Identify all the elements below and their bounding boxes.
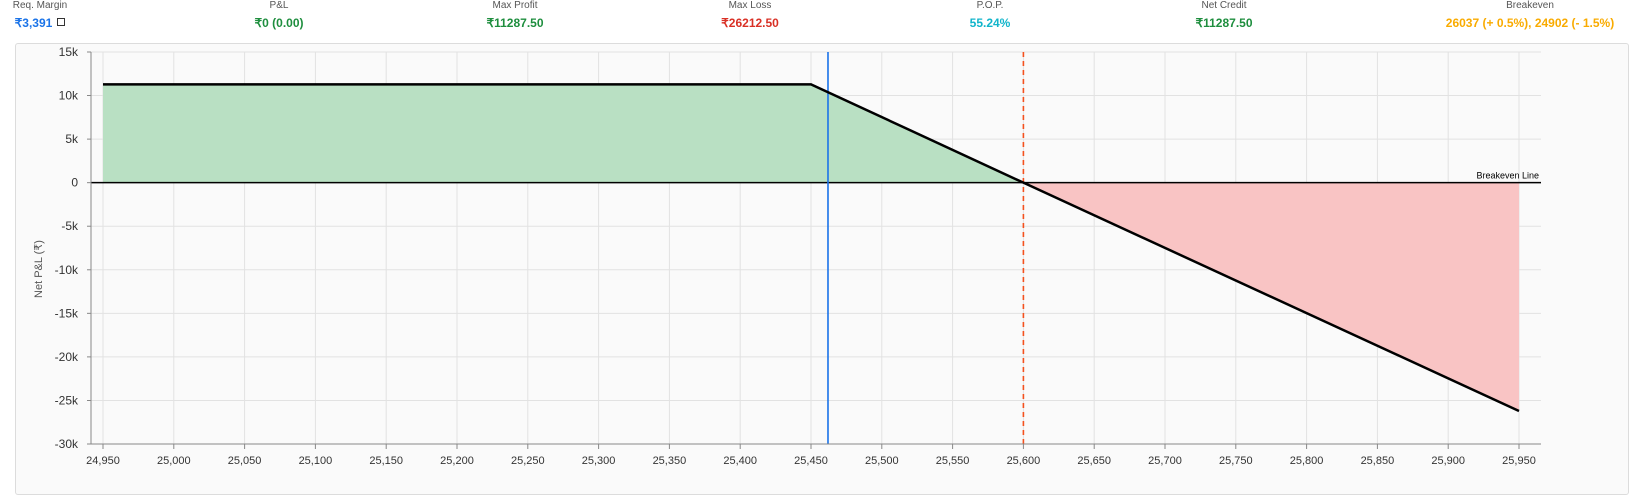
x-tick-label: 25,750 [1219, 455, 1253, 467]
x-tick-label: 25,700 [1148, 455, 1182, 467]
x-tick-label: 25,250 [511, 455, 545, 467]
stat-value: ₹11287.50 [1195, 16, 1253, 30]
y-tick-label: -25k [55, 393, 79, 407]
x-tick-label: 25,050 [228, 455, 262, 467]
payoff-chart[interactable]: Breakeven Line 15k 10k 5k 0 -5k -10k -15k -20k -… [16, 44, 1628, 494]
stat-pop: P.O.P. 55.24% [880, 0, 1100, 31]
stat-label: Req. Margin [12, 0, 68, 11]
zero-line-layer: Breakeven Line [91, 171, 1541, 184]
y-tick-label: -20k [55, 350, 79, 364]
x-tick-label: 25,400 [723, 455, 757, 467]
x-tick-label: 25,650 [1077, 455, 1111, 467]
y-tick-label: -5k [61, 219, 79, 233]
x-tick-label: 25,300 [582, 455, 616, 467]
stat-label: Max Profit [492, 0, 538, 11]
x-tick-label: 25,900 [1431, 455, 1465, 467]
req-margin-value: ₹3,391 [14, 16, 53, 30]
stat-value: ₹11287.50 [486, 16, 544, 30]
x-tick-label: 25,200 [440, 455, 474, 467]
stat-value: 26037 (+ 0.5%), 24902 (- 1.5%) [1445, 16, 1615, 30]
stat-req-margin: Req. Margin ₹3,391 [0, 0, 150, 31]
y-tick-label: -10k [55, 263, 79, 277]
x-tick-label: 25,500 [865, 455, 899, 467]
stat-max-loss: Max Loss ₹26212.50 [640, 0, 860, 31]
x-tick-label: 25,350 [653, 455, 687, 467]
x-tick-label: 25,800 [1290, 455, 1324, 467]
y-tick-label: 0 [71, 176, 78, 190]
y-tick-label: 15k [59, 45, 79, 59]
stat-value: ₹3,391 [0, 15, 150, 31]
stat-label: P.O.P. [976, 0, 1004, 11]
y-tick-label: 10k [59, 89, 79, 103]
y-axis-label: Net P&L (₹) [33, 240, 45, 298]
x-tick-label: 25,100 [299, 455, 333, 467]
x-tick-label: 24,950 [86, 455, 120, 467]
x-tick-label: 25,150 [369, 455, 403, 467]
stat-label: Net Credit [1201, 0, 1247, 11]
x-tick-label: 25,600 [1007, 455, 1041, 467]
profit-area [103, 84, 1024, 183]
x-tick-label: 25,450 [794, 455, 828, 467]
x-tick-label: 25,000 [157, 455, 191, 467]
payoff-line [103, 83, 1520, 413]
breakeven-line-label: Breakeven Line [1476, 171, 1539, 181]
stat-max-profit: Max Profit ₹11287.50 [405, 0, 625, 31]
stat-breakeven: Breakeven 26037 (+ 0.5%), 24902 (- 1.5%) [1380, 0, 1640, 31]
tick-labels: 15k 10k 5k 0 -5k -10k -15k -20k -25k -30k 24,950 25… [55, 45, 1541, 467]
stat-label: P&L [269, 0, 289, 11]
stat-label: Max Loss [728, 0, 772, 11]
vertical-markers [827, 52, 1025, 444]
copy-icon[interactable] [57, 18, 66, 26]
x-tick-label: 25,850 [1361, 455, 1395, 467]
stat-value: ₹26212.50 [721, 16, 779, 30]
y-tick-label: -15k [55, 306, 79, 320]
stat-net-credit: Net Credit ₹11287.50 [1114, 0, 1334, 31]
payoff-lines [103, 83, 1520, 413]
stat-label: Breakeven [1506, 0, 1554, 11]
y-tick-label: 5k [65, 132, 79, 146]
stat-value: 55.24% [969, 16, 1011, 30]
y-tick-label: -30k [55, 437, 79, 451]
x-tick-label: 25,550 [936, 455, 970, 467]
x-tick-label: 25,950 [1502, 455, 1536, 467]
stat-value: ₹0 (0.00) [254, 16, 304, 30]
stat-pnl: P&L ₹0 (0.00) [169, 0, 389, 31]
payoff-chart-card: Breakeven Line 15k 10k 5k 0 -5k -10k -15k -20k -… [15, 43, 1629, 495]
stats-bar: Req. Margin ₹3,391 P&L ₹0 (0.00) Max Pro… [0, 0, 1640, 40]
